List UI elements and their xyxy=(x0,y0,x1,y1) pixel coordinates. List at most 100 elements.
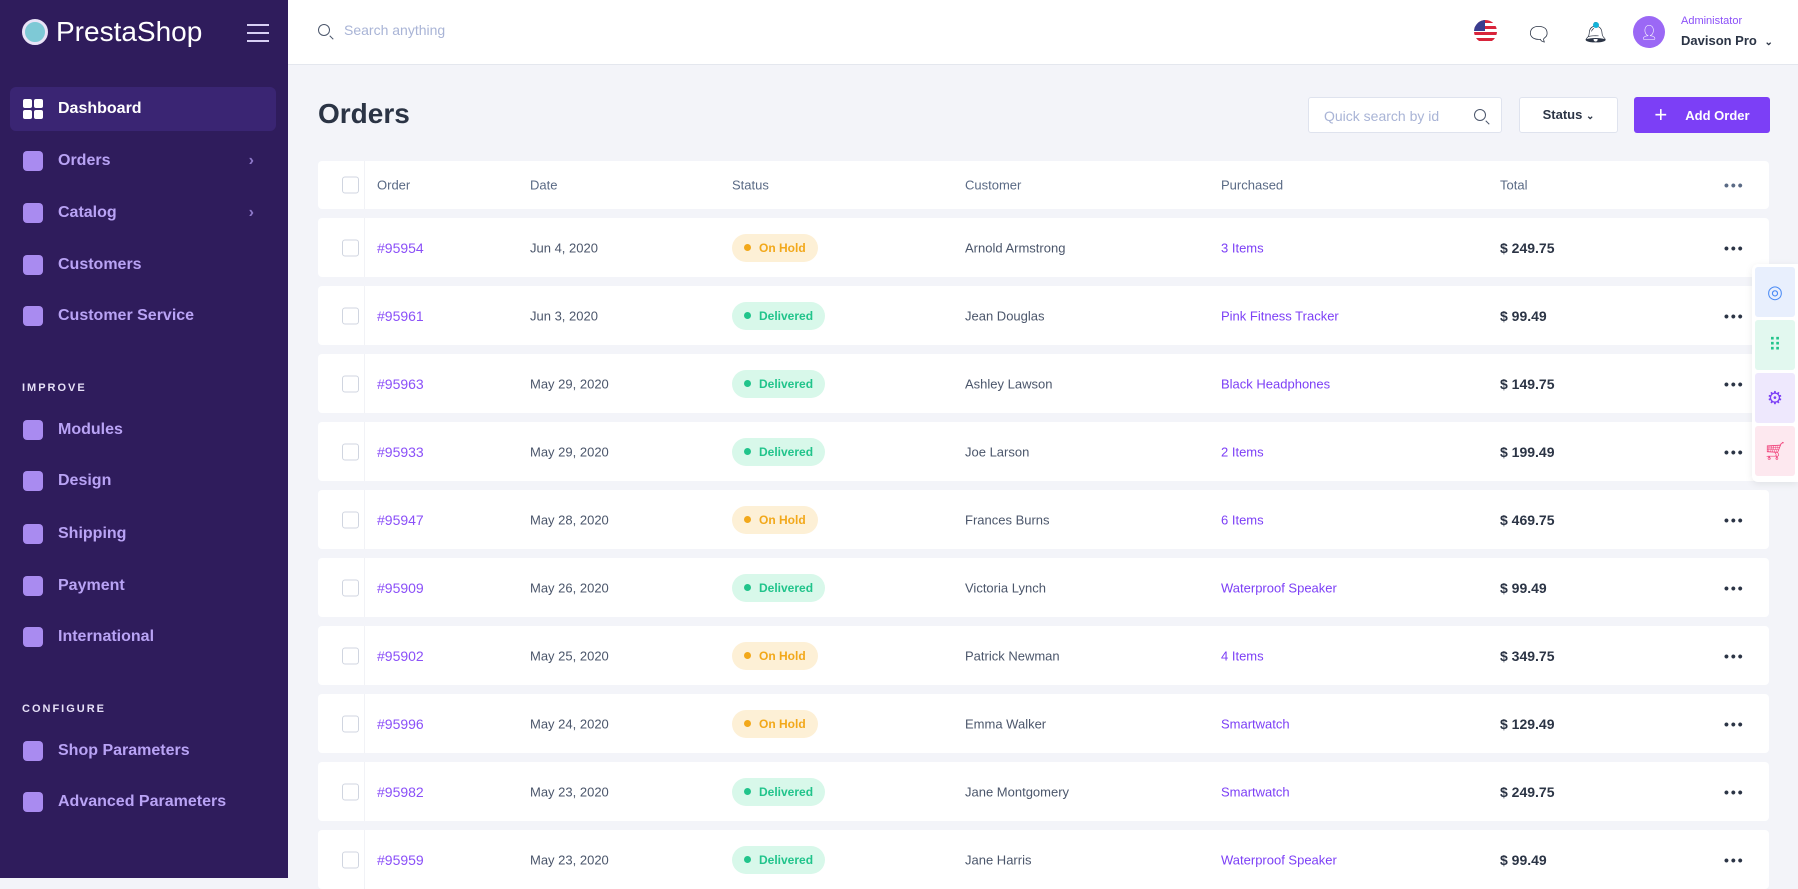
row-checkbox[interactable] xyxy=(342,307,359,324)
purchased-link[interactable]: Smartwatch xyxy=(1221,784,1290,799)
row-checkbox[interactable] xyxy=(342,579,359,596)
order-id-link[interactable]: #95947 xyxy=(377,511,424,528)
table-row[interactable]: #95961 Jun 3, 2020 Delivered Jean Dougla… xyxy=(318,286,1769,345)
user-name: Davison Pro xyxy=(1681,33,1757,48)
purchased-link[interactable]: Black Headphones xyxy=(1221,376,1331,391)
more-icon[interactable]: ••• xyxy=(1724,375,1745,392)
layout-icon xyxy=(23,471,43,491)
row-checkbox[interactable] xyxy=(342,375,359,392)
customer-name: Jane Harris xyxy=(965,852,1032,867)
search-input[interactable]: Search anything xyxy=(344,22,446,38)
sidebar-item-modules[interactable]: Modules xyxy=(10,408,276,452)
sidebar-item-design[interactable]: Design xyxy=(10,459,276,503)
more-icon[interactable]: ••• xyxy=(1724,177,1745,193)
table-row[interactable]: #95996 May 24, 2020 On Hold Emma Walker … xyxy=(318,694,1769,753)
sliders-icon xyxy=(23,792,43,812)
order-id-link[interactable]: #95996 xyxy=(377,715,424,732)
header-date[interactable]: Date xyxy=(530,177,558,193)
grid-icon[interactable]: ⠿ xyxy=(1755,320,1795,370)
table-row[interactable]: #95909 May 26, 2020 Delivered Victoria L… xyxy=(318,558,1769,617)
status-text: Delivered xyxy=(759,784,814,799)
select-all-checkbox[interactable] xyxy=(342,176,359,194)
status-filter-button[interactable]: Status ⌄ xyxy=(1519,97,1618,133)
header-order[interactable]: Order xyxy=(377,177,411,193)
sidebar-item-dashboard[interactable]: Dashboard xyxy=(10,87,276,131)
user-menu[interactable]: Davison Pro ⌄ xyxy=(1681,33,1773,48)
table-row[interactable]: #95959 May 23, 2020 Delivered Jane Harri… xyxy=(318,830,1769,889)
order-id-link[interactable]: #95954 xyxy=(377,239,424,256)
header-purchased[interactable]: Purchased xyxy=(1221,177,1284,193)
sidebar-item-orders[interactable]: Orders › xyxy=(10,139,276,183)
row-checkbox[interactable] xyxy=(342,511,359,528)
add-order-button[interactable]: + Add Order xyxy=(1634,97,1770,133)
order-id-link[interactable]: #95982 xyxy=(377,783,424,800)
sidebar-item-customers[interactable]: Customers xyxy=(10,243,276,287)
sidebar-item-international[interactable]: International xyxy=(10,615,276,659)
puffin-logo-icon xyxy=(22,19,48,45)
row-checkbox[interactable] xyxy=(342,715,359,732)
sidebar-item-customer-service[interactable]: Customer Service xyxy=(10,294,276,338)
sidebar-item-shop-parameters[interactable]: Shop Parameters xyxy=(10,729,276,773)
order-id-link[interactable]: #95959 xyxy=(377,851,424,868)
order-id-link[interactable]: #95961 xyxy=(377,307,424,324)
us-flag-icon[interactable] xyxy=(1474,20,1497,43)
purchased-link[interactable]: 2 Items xyxy=(1221,444,1264,459)
sidebar-item-label: International xyxy=(58,628,155,645)
fingerprint-icon[interactable]: ◎ xyxy=(1755,267,1795,317)
sidebar-item-advanced-parameters[interactable]: Advanced Parameters xyxy=(10,780,276,824)
search-icon xyxy=(318,24,330,36)
more-icon[interactable]: ••• xyxy=(1724,307,1745,324)
row-checkbox[interactable] xyxy=(342,443,359,460)
row-checkbox[interactable] xyxy=(342,851,359,868)
gear-icon[interactable]: ⚙ xyxy=(1755,373,1795,423)
table-row[interactable]: #95982 May 23, 2020 Delivered Jane Montg… xyxy=(318,762,1769,821)
menu-toggle-icon[interactable] xyxy=(247,24,269,42)
purchased-link[interactable]: 3 Items xyxy=(1221,240,1264,255)
row-checkbox[interactable] xyxy=(342,239,359,256)
customer-name: Patrick Newman xyxy=(965,648,1060,663)
row-checkbox[interactable] xyxy=(342,647,359,664)
header-customer[interactable]: Customer xyxy=(965,177,1022,193)
more-icon[interactable]: ••• xyxy=(1724,783,1745,800)
status-dot xyxy=(744,516,751,523)
messages-icon[interactable]: 🗨 xyxy=(1526,24,1552,46)
global-search[interactable]: Search anything xyxy=(318,22,445,38)
more-icon[interactable]: ••• xyxy=(1724,851,1745,868)
table-row[interactable]: #95947 May 28, 2020 On Hold Frances Burn… xyxy=(318,490,1769,549)
order-id-link[interactable]: #95963 xyxy=(377,375,424,392)
order-id-link[interactable]: #95909 xyxy=(377,579,424,596)
status-text: On Hold xyxy=(759,512,806,527)
avatar[interactable]: 👤︎ xyxy=(1633,16,1665,48)
order-id-link[interactable]: #95933 xyxy=(377,443,424,460)
more-icon[interactable]: ••• xyxy=(1724,647,1745,664)
header-status[interactable]: Status xyxy=(732,177,769,193)
logo[interactable]: PrestaShop xyxy=(22,16,202,48)
order-id-link[interactable]: #95902 xyxy=(377,647,424,664)
sidebar-item-payment[interactable]: Payment xyxy=(10,564,276,608)
table-row[interactable]: #95902 May 25, 2020 On Hold Patrick Newm… xyxy=(318,626,1769,685)
purchased-link[interactable]: Pink Fitness Tracker xyxy=(1221,308,1339,323)
purchased-link[interactable]: 6 Items xyxy=(1221,512,1264,527)
more-icon[interactable]: ••• xyxy=(1724,239,1745,256)
row-checkbox[interactable] xyxy=(342,783,359,800)
more-icon[interactable]: ••• xyxy=(1724,579,1745,596)
table-row[interactable]: #95954 Jun 4, 2020 On Hold Arnold Armstr… xyxy=(318,218,1769,277)
purchased-link[interactable]: 4 Items xyxy=(1221,648,1264,663)
sidebar-item-catalog[interactable]: Catalog › xyxy=(10,191,276,235)
purchased-link[interactable]: Waterproof Speaker xyxy=(1221,852,1337,867)
status-text: On Hold xyxy=(759,716,806,731)
purchased-link[interactable]: Waterproof Speaker xyxy=(1221,580,1337,595)
table-row[interactable]: #95933 May 29, 2020 Delivered Joe Larson… xyxy=(318,422,1769,481)
sidebar-item-shipping[interactable]: Shipping xyxy=(10,512,276,556)
more-icon[interactable]: ••• xyxy=(1724,715,1745,732)
puzzle-icon xyxy=(23,420,43,440)
purchased-link[interactable]: Smartwatch xyxy=(1221,716,1290,731)
more-icon[interactable]: ••• xyxy=(1724,443,1745,460)
table-row[interactable]: #95963 May 29, 2020 Delivered Ashley Law… xyxy=(318,354,1769,413)
bell-icon[interactable]: 🔔︎ xyxy=(1583,22,1609,44)
chevron-down-icon: ⌄ xyxy=(1585,111,1595,122)
quick-search-input[interactable]: Quick search by id xyxy=(1308,97,1502,133)
header-total[interactable]: Total xyxy=(1500,177,1528,193)
cart-icon[interactable]: 🛒︎ xyxy=(1755,426,1795,476)
more-icon[interactable]: ••• xyxy=(1724,511,1745,528)
